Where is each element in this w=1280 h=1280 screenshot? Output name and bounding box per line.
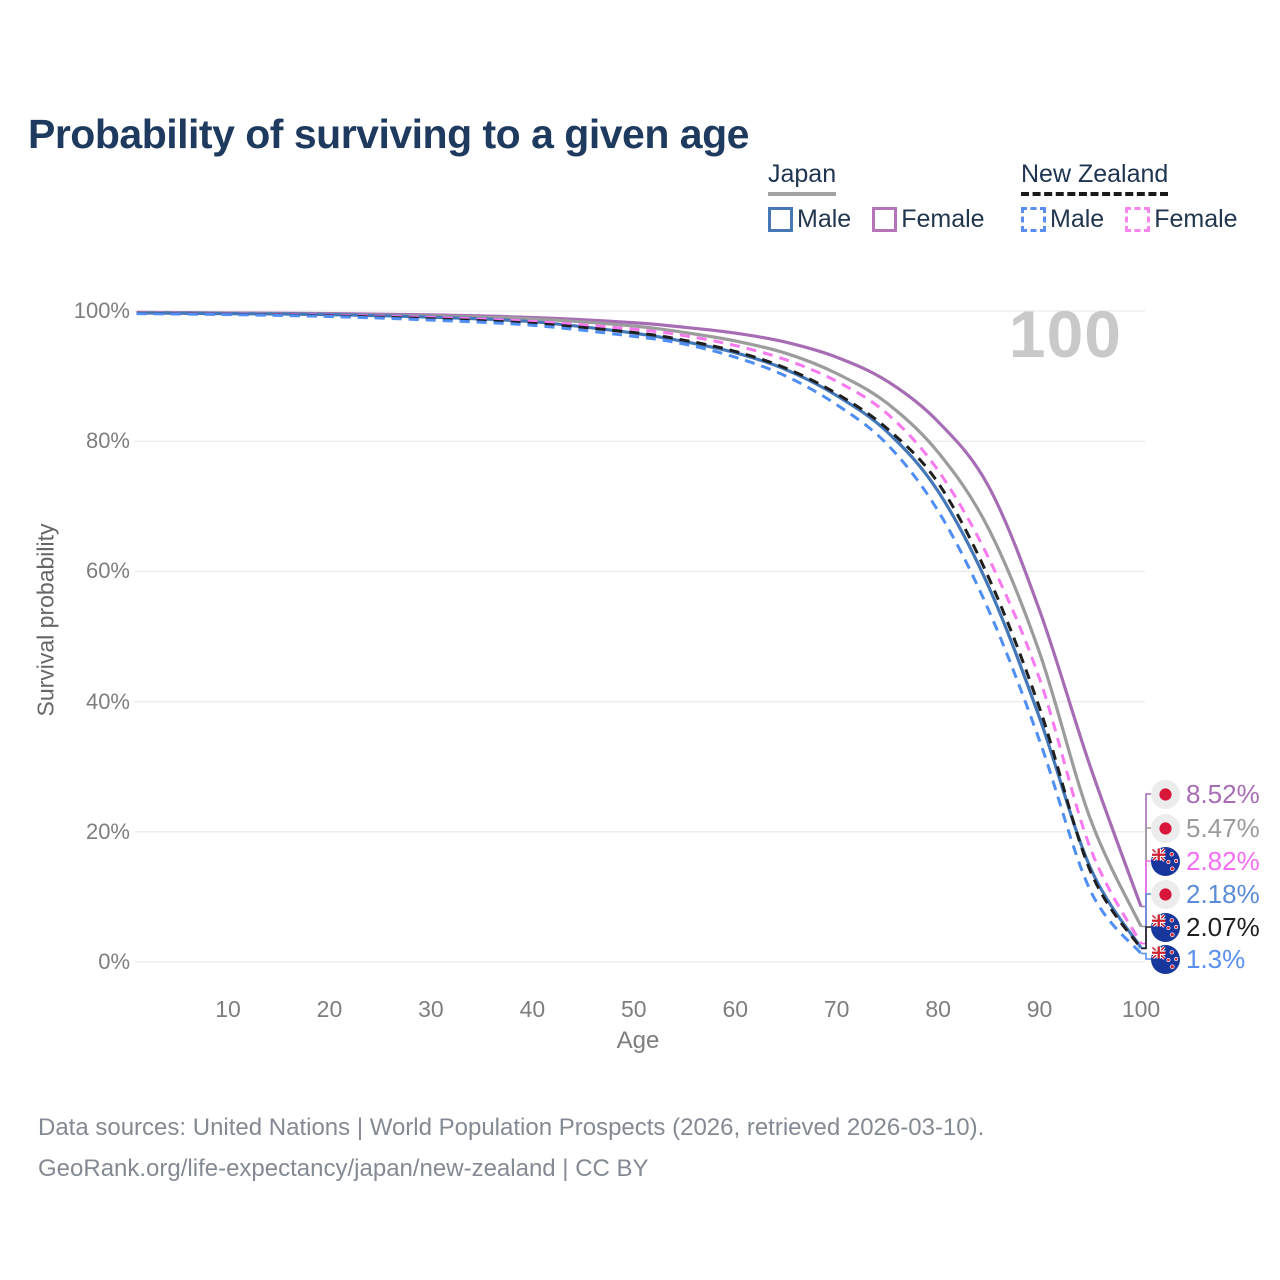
y-tick-label-80%: 80% bbox=[85, 428, 130, 454]
new-zealand-flag-icon bbox=[1151, 913, 1180, 942]
end-label-value: 2.82% bbox=[1186, 846, 1260, 876]
series-line-new-zealand-total[interactable] bbox=[136, 311, 1143, 950]
x-tick-label-10: 10 bbox=[215, 996, 241, 1022]
legend-swatch bbox=[768, 207, 793, 232]
legend-item-japan-female[interactable]: Female bbox=[872, 205, 985, 234]
y-tick-label-100%: 100% bbox=[73, 298, 130, 323]
end-label-new-zealand-female: 2.82% bbox=[1151, 846, 1260, 877]
legend-group-header: Japan bbox=[768, 160, 837, 196]
x-tick-label-80: 80 bbox=[925, 996, 951, 1022]
x-tick-label-50: 50 bbox=[621, 996, 647, 1022]
end-label-new-zealand-male: 1.3% bbox=[1151, 944, 1245, 975]
series-line-japan-total[interactable] bbox=[136, 311, 1143, 928]
y-tick-label-60%: 60% bbox=[85, 558, 130, 584]
end-label-value: 5.47% bbox=[1186, 813, 1260, 843]
y-axis-title: Survival probability bbox=[32, 523, 59, 717]
y-tick-label-20%: 20% bbox=[85, 818, 130, 844]
legend-group-new-zealand: New Zealand Male Female bbox=[1021, 160, 1259, 234]
legend-item-japan-male[interactable]: Male bbox=[768, 205, 851, 234]
japan-flag-icon bbox=[1151, 780, 1180, 809]
legend-item-label: Male bbox=[1050, 205, 1105, 233]
x-axis-title: Age bbox=[616, 1027, 660, 1054]
x-tick-label-70: 70 bbox=[823, 996, 850, 1022]
x-tick-label-20: 20 bbox=[316, 996, 343, 1022]
end-label-japan-male: 2.18% bbox=[1151, 879, 1260, 910]
x-tick-label-40: 40 bbox=[519, 996, 546, 1022]
series-line-japan-female[interactable] bbox=[136, 310, 1143, 908]
legend-group-header: New Zealand bbox=[1021, 160, 1169, 196]
legend-swatch bbox=[1021, 207, 1046, 232]
end-label-connector bbox=[1141, 952, 1151, 960]
age-indicator-watermark: 100 bbox=[1008, 297, 1122, 371]
end-label-value: 1.3% bbox=[1186, 944, 1246, 974]
series-line-new-zealand-female[interactable] bbox=[136, 311, 1143, 945]
end-label-value: 8.52% bbox=[1186, 779, 1260, 809]
end-label-value: 2.18% bbox=[1186, 879, 1260, 909]
legend-item-label: Male bbox=[797, 205, 852, 233]
x-tick-label-30: 30 bbox=[418, 996, 444, 1022]
legend-item-label: Female bbox=[1154, 205, 1238, 233]
attribution-line: GeoRank.org/life-expectancy/japan/new-ze… bbox=[38, 1155, 649, 1182]
x-tick-label-100: 100 bbox=[1121, 996, 1161, 1022]
end-label-new-zealand-total: 2.07% bbox=[1151, 912, 1260, 943]
legend-item-new-zealand-female[interactable]: Female bbox=[1125, 205, 1238, 234]
series-line-new-zealand-male[interactable] bbox=[136, 312, 1143, 955]
series-line-japan-male[interactable] bbox=[136, 311, 1143, 949]
end-label-japan-female: 8.52% bbox=[1151, 779, 1260, 810]
data-sources-line: Data sources: United Nations | World Pop… bbox=[38, 1114, 985, 1141]
page-title: Probability of surviving to a given age bbox=[28, 111, 749, 158]
end-label-value: 2.07% bbox=[1186, 912, 1260, 942]
new-zealand-flag-icon bbox=[1151, 847, 1180, 876]
x-tick-label-90: 90 bbox=[1026, 996, 1053, 1022]
japan-flag-icon bbox=[1151, 880, 1180, 909]
legend-swatch bbox=[872, 207, 898, 232]
y-tick-label-0%: 0% bbox=[98, 949, 130, 974]
footer: Data sources: United Nations | World Pop… bbox=[38, 1107, 984, 1189]
legend-item-label: Female bbox=[901, 205, 985, 233]
japan-flag-icon bbox=[1151, 814, 1180, 843]
legend-group-japan: Japan Male Female bbox=[768, 160, 1006, 234]
x-tick-label-60: 60 bbox=[722, 996, 749, 1022]
y-tick-label-40%: 40% bbox=[85, 688, 130, 714]
end-label-connector bbox=[1141, 926, 1151, 950]
new-zealand-flag-icon bbox=[1151, 945, 1180, 974]
legend-item-new-zealand-male[interactable]: Male bbox=[1021, 205, 1104, 234]
legend-swatch bbox=[1125, 207, 1151, 232]
end-label-japan-total: 5.47% bbox=[1151, 813, 1260, 844]
